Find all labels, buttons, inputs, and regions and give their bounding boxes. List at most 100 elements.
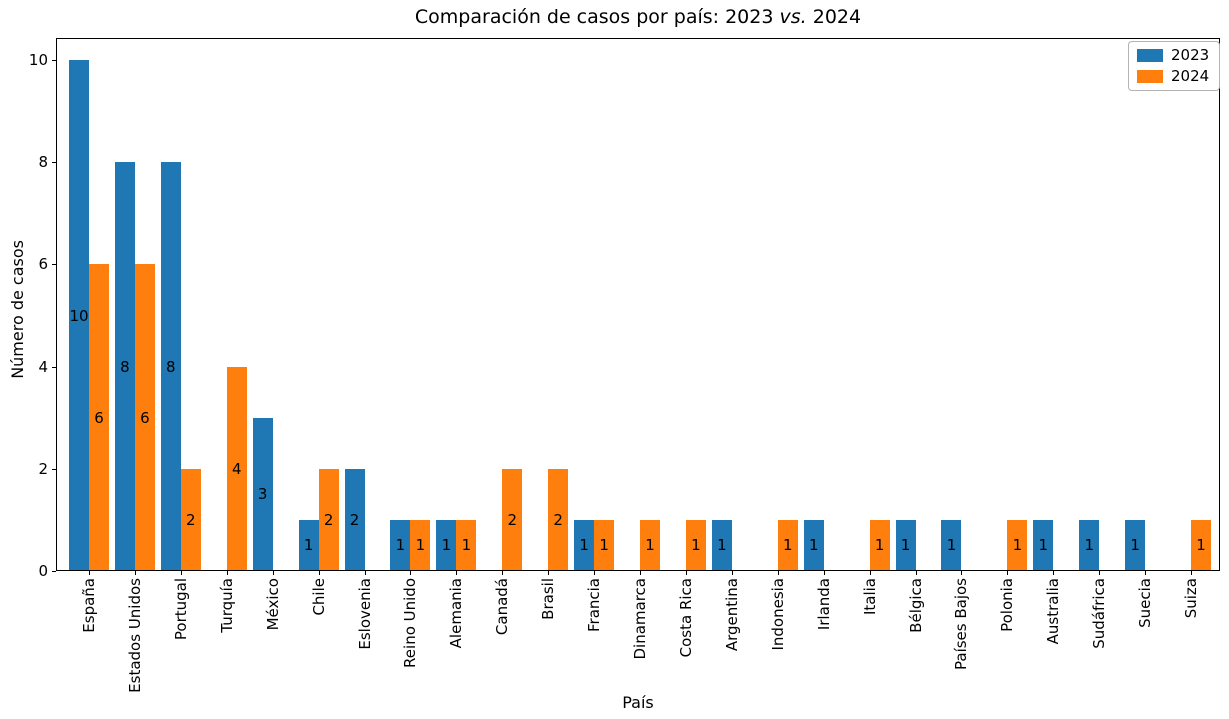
x-tick-mark — [226, 571, 228, 575]
x-tick-label: Estados Unidos — [125, 578, 144, 693]
bar-2024-Polonia — [1007, 519, 1028, 571]
bar-2023-Australia — [1033, 519, 1054, 571]
x-tick-label: Portugal — [171, 578, 190, 641]
bar-2023-Chile — [298, 519, 319, 571]
bar-value-label: 8 — [120, 357, 130, 376]
x-tick-mark — [89, 571, 90, 575]
x-tick-mark — [364, 571, 366, 575]
bar-value-label: 1 — [461, 536, 472, 555]
x-tick-label: Turquía — [217, 578, 236, 633]
x-tick-mark — [915, 571, 917, 575]
y-tick-label: 8 — [38, 153, 48, 172]
x-tick-mark — [272, 571, 274, 575]
bar-2024-Italia — [869, 519, 890, 571]
bar-2024-Indonesia — [777, 519, 798, 571]
y-tick-label: 10 — [28, 51, 48, 69]
chart-title-vs: vs. — [779, 6, 807, 28]
legend-label-2023: 2023 — [1171, 46, 1210, 64]
bar-2024-Portugal — [180, 468, 201, 571]
x-tick-mark — [1145, 571, 1147, 575]
bar-2023-Irlanda — [803, 519, 824, 571]
y-tick-label: 2 — [38, 459, 48, 478]
y-tick-label: 0 — [38, 562, 48, 580]
x-tick-label: Bélgica — [906, 578, 925, 633]
bar-value-label: 4 — [231, 459, 242, 478]
bar-2024-Reino Unido — [410, 519, 431, 571]
x-tick-mark — [134, 571, 136, 575]
bar-2023-Países Bajos — [941, 519, 962, 571]
bar-2024-España — [89, 264, 109, 571]
x-tick-mark — [548, 571, 550, 575]
x-tick-label: Canadá — [493, 578, 512, 636]
x-tick-mark — [1099, 571, 1101, 575]
y-tick-mark — [52, 162, 56, 164]
x-tick-label: Alemania — [447, 578, 466, 649]
bar-2024-Brasil — [548, 468, 569, 571]
x-tick-label: Suecia — [1136, 578, 1155, 628]
x-tick-label: Chile — [309, 578, 328, 616]
x-tick-label: Italia — [860, 578, 879, 616]
bar-2023-Eslovenia — [344, 468, 365, 571]
chart-title: Comparación de casos por país: 2023 vs. … — [56, 6, 1220, 28]
bar-2024-Dinamarca — [640, 519, 661, 571]
bar-2023-Argentina — [711, 519, 732, 571]
legend: 2023 2024 — [1128, 41, 1221, 91]
x-tick-mark — [640, 571, 642, 575]
bar-value-label: 1 — [1038, 536, 1049, 555]
bar-2023-Reino Unido — [390, 519, 411, 571]
x-tick-label: Sudáfrica — [1090, 578, 1109, 649]
bar-2024-Turquía — [226, 366, 247, 571]
bar-value-label: 1 — [415, 536, 426, 555]
bar-2024-Suiza — [1191, 519, 1212, 571]
legend-swatch-2024-icon — [1137, 69, 1163, 83]
bar-2024-Estados Unidos — [134, 264, 155, 571]
chart-title-prefix: Comparación de casos por país: 2023 — [414, 6, 780, 28]
bar-2023-Francia — [574, 519, 595, 571]
bar-2023-España — [69, 60, 89, 571]
bar-2024-Francia — [594, 519, 615, 571]
legend-item-2023: 2023 — [1137, 47, 1209, 63]
x-tick-label: Suiza — [1182, 578, 1201, 619]
bar-value-label: 2 — [349, 510, 360, 529]
bar-2023-Sudáfrica — [1079, 519, 1100, 571]
x-tick-mark — [410, 571, 412, 575]
bar-2023-Estados Unidos — [114, 162, 135, 571]
x-tick-mark — [1053, 571, 1055, 575]
x-tick-label: Australia — [1044, 578, 1063, 645]
y-tick-label: 6 — [38, 255, 48, 274]
x-tick-mark — [869, 571, 871, 575]
bar-value-label: 2 — [553, 510, 563, 529]
x-tick-label: Costa Rica — [676, 578, 695, 658]
legend-swatch-2023-icon — [1137, 48, 1163, 62]
bar-value-label: 1 — [691, 536, 701, 555]
y-tick-label: 4 — [38, 357, 48, 376]
chart-title-suffix: 2024 — [806, 6, 862, 28]
bar-value-label: 1 — [783, 536, 793, 555]
y-tick-mark — [52, 366, 56, 368]
bar-2023-México — [252, 417, 273, 571]
bar-value-label: 3 — [257, 485, 268, 504]
x-tick-mark — [456, 571, 458, 575]
bar-2023-Suecia — [1125, 519, 1146, 571]
bar-value-label: 1 — [946, 536, 957, 555]
x-tick-mark — [1007, 571, 1009, 575]
y-tick-mark — [52, 571, 56, 572]
y-tick-mark — [52, 468, 56, 470]
x-axis-label: País — [622, 693, 654, 712]
bar-value-label: 1 — [599, 536, 609, 555]
x-tick-label: Indonesia — [768, 578, 787, 651]
x-tick-label: México — [263, 578, 282, 631]
x-tick-mark — [502, 571, 504, 575]
x-tick-mark — [961, 571, 963, 575]
bar-value-label: 1 — [303, 536, 314, 555]
bar-value-label: 10 — [69, 306, 89, 325]
bar-value-label: 1 — [808, 536, 819, 555]
bar-2023-Portugal — [160, 162, 181, 571]
bar-value-label: 2 — [323, 510, 334, 529]
bar-value-label: 1 — [1196, 536, 1206, 555]
x-tick-mark — [594, 571, 596, 575]
bar-value-label: 6 — [140, 408, 150, 427]
bar-2024-Canadá — [502, 468, 523, 571]
x-tick-label: Brasil — [539, 578, 558, 620]
bar-value-label: 1 — [395, 536, 406, 555]
